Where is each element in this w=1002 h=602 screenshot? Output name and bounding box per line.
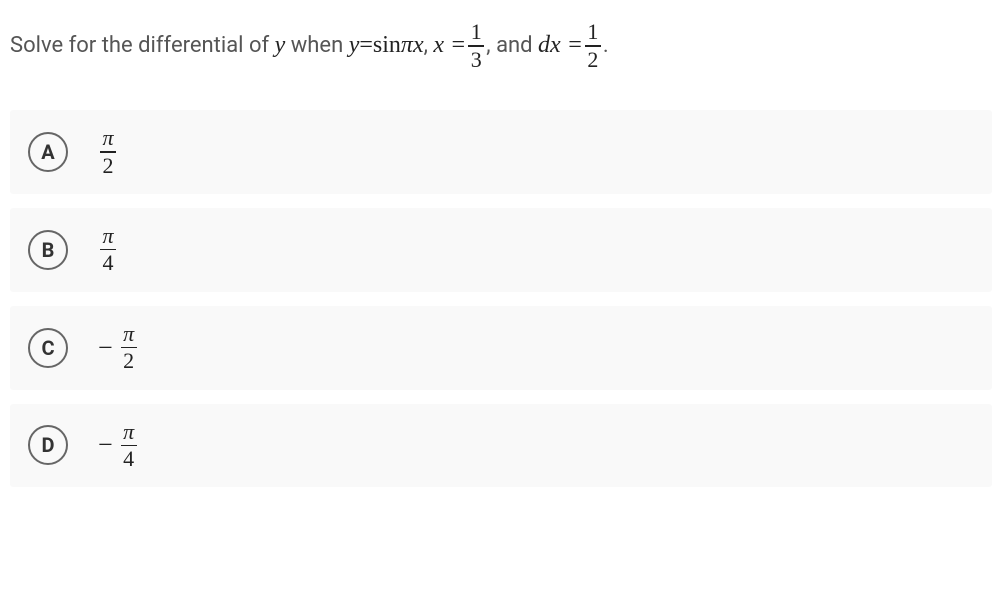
option-b[interactable]: B π 4 [10, 208, 992, 292]
option-value: π 4 [98, 224, 118, 276]
option-letter: A [28, 132, 68, 172]
option-value: − π 4 [98, 420, 139, 472]
option-value: − π 2 [98, 322, 139, 374]
equation-x: x = 1 3 [433, 20, 486, 72]
fraction-x: 1 3 [468, 20, 484, 72]
option-letter: B [28, 230, 68, 270]
var-y: y [275, 32, 286, 59]
options-list: A π 2 B π 4 C − π 2 [10, 110, 992, 488]
option-letter: C [28, 328, 68, 368]
option-d[interactable]: D − π 4 [10, 404, 992, 488]
option-letter: D [28, 425, 68, 465]
option-value: π 2 [98, 126, 118, 178]
equation-dx: dx = 1 2 [538, 20, 603, 72]
option-a[interactable]: A π 2 [10, 110, 992, 194]
question-prefix: Solve for the differential of [10, 33, 275, 58]
option-c[interactable]: C − π 2 [10, 306, 992, 390]
question-text: Solve for the differential of y when y =… [10, 20, 992, 72]
question-mid1: when [285, 33, 348, 58]
fraction-dx: 1 2 [585, 20, 601, 72]
equation-y: y = sin π x [349, 32, 424, 59]
